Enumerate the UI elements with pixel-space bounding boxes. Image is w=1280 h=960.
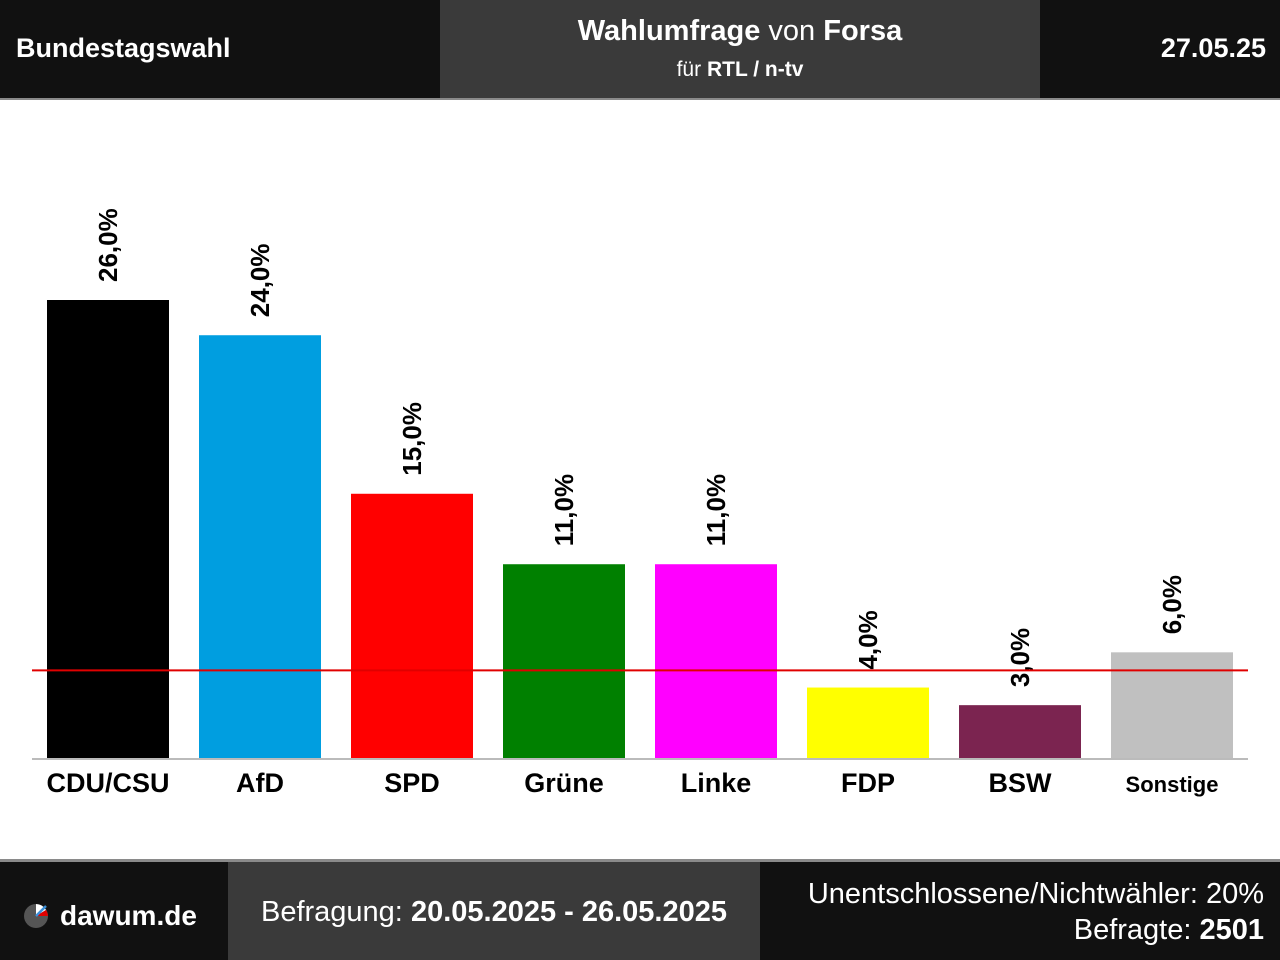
bar-sonstige [1111, 652, 1233, 758]
bar-spd [351, 493, 473, 758]
category-label-fdp: FDP [841, 768, 895, 798]
pie-logo-icon [24, 904, 48, 928]
poll-title-main: Wahlumfrage [577, 15, 761, 47]
category-label-cdu-csu: CDU/CSU [46, 768, 169, 798]
category-label-afd: AfD [236, 768, 284, 798]
poll-title: Wahlumfrage von Forsa [440, 15, 1040, 48]
value-label-sonstige: 6,0% [1157, 575, 1187, 634]
value-label-afd: 24,0% [245, 243, 275, 317]
poll-institute: Forsa [823, 15, 903, 47]
footer-center: Befragung: 20.05.2025 - 26.05.2025 [228, 862, 760, 960]
respondents-value: 2501 [1199, 914, 1264, 946]
poll-client: RTL / n-tv [706, 58, 804, 81]
category-label-linke: Linke [681, 768, 752, 798]
bar-chart: 26,0% 24,0% 15,0% 11,0% 11,0% 4,0% 3,0% 6,0% CD… [32, 208, 1248, 798]
header-right: 27.05.25 [1040, 0, 1280, 98]
bar-gr-ne [503, 564, 625, 758]
value-label-spd: 15,0% [397, 402, 427, 476]
respondents-count: Befragte: 2501 [1074, 914, 1264, 947]
site-name: dawum.de [60, 900, 197, 931]
election-title: Bundestagswahl [16, 33, 231, 63]
bar-bsw [959, 705, 1081, 758]
poll-subtitle: für RTL / n-tv [440, 58, 1040, 82]
bar-fdp [807, 687, 929, 758]
header-bar: Bundestagswahl Wahlumfrage von Forsa für… [0, 0, 1280, 98]
survey-label: Befragung: [260, 896, 403, 928]
category-label-spd: SPD [384, 768, 440, 798]
survey-dates: 20.05.2025 - 26.05.2025 [410, 896, 727, 928]
survey-period: Befragung: 20.05.2025 - 26.05.2025 [228, 896, 760, 929]
category-label-gr-ne: Grüne [524, 768, 604, 798]
category-label-sonstige: Sonstige [1126, 772, 1219, 797]
footer-bar: dawum.de Befragung: 20.05.2025 - 26.05.2… [0, 862, 1280, 960]
value-label-cdu-csu: 26,0% [93, 208, 123, 282]
header-divider [0, 98, 1280, 100]
header-center: Wahlumfrage von Forsa für RTL / n-tv [440, 0, 1040, 98]
poll-subtitle-prefix: für [676, 58, 702, 81]
category-label-bsw: BSW [989, 768, 1053, 798]
undecided-share: Unentschlossene/Nichtwähler: 20% [807, 878, 1264, 910]
chart-area: 26,0% 24,0% 15,0% 11,0% 11,0% 4,0% 3,0% 6,0% CD… [0, 100, 1280, 860]
bar-linke [655, 564, 777, 758]
value-label-bsw: 3,0% [1005, 628, 1035, 687]
bar-cdu-csu [47, 300, 169, 758]
poll-title-connector: von [768, 15, 816, 47]
footer-left: dawum.de [0, 862, 228, 960]
bar-afd [199, 335, 321, 758]
poll-date: 27.05.25 [1160, 33, 1266, 63]
value-label-fdp: 4,0% [853, 610, 883, 669]
header-left: Bundestagswahl [0, 0, 440, 98]
value-label-gr-ne: 11,0% [549, 474, 579, 546]
value-label-linke: 11,0% [701, 474, 731, 546]
footer-right: Unentschlossene/Nichtwähler: 20% Befragt… [760, 862, 1280, 960]
respondents-label: Befragte: [1073, 914, 1192, 946]
footer-divider [0, 859, 1280, 862]
